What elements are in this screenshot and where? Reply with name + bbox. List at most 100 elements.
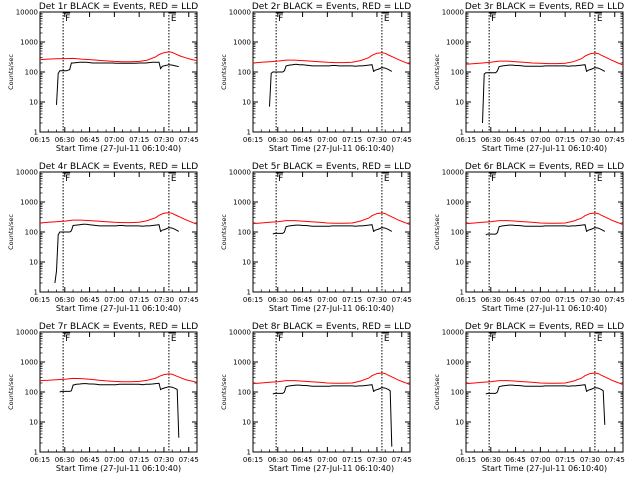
flag-label-e: E (171, 14, 177, 24)
events-series-line (485, 384, 606, 425)
x-tick-label: 07:30 (154, 456, 174, 464)
events-series-line (482, 64, 606, 124)
flag-label-e: E (384, 174, 390, 184)
y-tick-label: 10000 (442, 169, 464, 177)
lld-series-line (39, 51, 198, 63)
flag-label-f: F (491, 174, 496, 184)
flag-label-f: F (65, 14, 70, 24)
events-series-line (269, 63, 393, 107)
flag-label-f: F (278, 174, 283, 184)
x-axis-label: Start Time (27-Jul-11 06:10:40) (482, 464, 607, 473)
events-series-line (485, 224, 606, 236)
y-tick-label: 1 (247, 129, 251, 137)
panel-title: Det 4r BLACK = Events, RED = LLD (39, 162, 198, 172)
panel-title: Det 3r BLACK = Events, RED = LLD (465, 2, 624, 12)
y-axis-label: Counts/sec (220, 374, 228, 410)
flag-label-e: E (597, 14, 603, 24)
y-tick-label: 1 (34, 129, 38, 137)
x-tick-label: 07:00 (317, 296, 337, 304)
x-tick-label: 07:30 (367, 296, 387, 304)
x-tick-label: 06:45 (79, 296, 99, 304)
y-tick-label: 10 (242, 419, 251, 427)
x-tick-label: 07:30 (367, 456, 387, 464)
x-tick-label: 06:45 (505, 456, 525, 464)
flag-label-e: E (597, 334, 603, 344)
y-tick-label: 100 (451, 229, 464, 237)
y-tick-label: 10 (29, 259, 38, 267)
y-tick-label: 100 (238, 389, 251, 397)
y-tick-label: 1 (34, 289, 38, 297)
y-tick-label: 1000 (20, 199, 38, 207)
flag-label-f: F (278, 334, 283, 344)
y-tick-label: 10 (29, 419, 38, 427)
x-tick-label: 06:30 (268, 136, 288, 144)
y-tick-label: 10000 (229, 9, 251, 17)
x-tick-label: 07:30 (154, 296, 174, 304)
x-tick-label: 07:00 (317, 456, 337, 464)
x-tick-label: 07:45 (605, 296, 625, 304)
y-tick-label: 10000 (229, 329, 251, 337)
y-tick-label: 1000 (20, 39, 38, 47)
y-tick-label: 1000 (446, 199, 464, 207)
x-tick-label: 07:45 (605, 136, 625, 144)
x-tick-label: 06:30 (55, 456, 75, 464)
y-tick-label: 10000 (16, 329, 38, 337)
x-tick-label: 07:15 (129, 456, 149, 464)
x-tick-label: 06:15 (30, 296, 50, 304)
x-tick-label: 07:15 (555, 136, 575, 144)
y-tick-label: 1 (34, 449, 38, 457)
panel-title: Det 6r BLACK = Events, RED = LLD (465, 162, 624, 172)
flag-label-e: E (384, 334, 390, 344)
x-tick-label: 06:30 (55, 136, 75, 144)
flag-label-f: F (65, 334, 70, 344)
y-tick-label: 100 (451, 389, 464, 397)
lld-series-line (39, 212, 198, 225)
y-tick-label: 1000 (233, 39, 251, 47)
y-axis-label: Counts/sec (7, 374, 15, 410)
y-axis-label: Counts/sec (433, 54, 441, 90)
y-tick-label: 10000 (442, 9, 464, 17)
panel-title: Det 7r BLACK = Events, RED = LLD (39, 322, 198, 332)
events-series-line (56, 61, 179, 105)
y-tick-label: 100 (238, 69, 251, 77)
x-tick-label: 06:30 (481, 136, 501, 144)
x-tick-label: 07:45 (605, 456, 625, 464)
panel-title: Det 9r BLACK = Events, RED = LLD (465, 322, 624, 332)
x-tick-label: 06:30 (268, 296, 288, 304)
x-tick-label: 06:30 (481, 296, 501, 304)
x-tick-label: 06:30 (268, 456, 288, 464)
lld-series-line (39, 373, 198, 383)
x-axis-label: Start Time (27-Jul-11 06:10:40) (269, 304, 394, 313)
x-tick-label: 06:15 (243, 456, 263, 464)
x-axis-label: Start Time (27-Jul-11 06:10:40) (56, 464, 181, 473)
y-axis-label: Counts/sec (7, 54, 15, 90)
x-tick-label: 07:00 (530, 296, 550, 304)
x-tick-label: 07:00 (104, 136, 124, 144)
y-tick-label: 100 (25, 69, 38, 77)
flag-label-f: F (491, 14, 496, 24)
x-tick-label: 07:00 (104, 296, 124, 304)
flag-label-e: E (597, 174, 603, 184)
y-tick-label: 1000 (233, 199, 251, 207)
events-series-line (272, 384, 393, 447)
x-tick-label: 07:30 (580, 296, 600, 304)
y-tick-label: 1000 (20, 359, 38, 367)
x-tick-label: 07:45 (392, 456, 412, 464)
x-tick-label: 07:00 (317, 136, 337, 144)
y-tick-label: 10000 (442, 329, 464, 337)
x-tick-label: 07:00 (530, 456, 550, 464)
x-tick-label: 06:45 (292, 296, 312, 304)
lld-series-line (465, 212, 624, 226)
x-tick-label: 07:45 (179, 136, 199, 144)
x-tick-label: 07:15 (555, 456, 575, 464)
x-tick-label: 07:00 (104, 456, 124, 464)
x-tick-label: 07:15 (129, 296, 149, 304)
panel-title: Det 8r BLACK = Events, RED = LLD (252, 322, 411, 332)
y-tick-label: 10000 (229, 169, 251, 177)
y-tick-label: 10 (242, 99, 251, 107)
x-tick-label: 06:15 (243, 136, 263, 144)
x-tick-label: 06:45 (505, 136, 525, 144)
panel-title: Det 2r BLACK = Events, RED = LLD (252, 2, 411, 12)
y-tick-label: 1000 (233, 359, 251, 367)
